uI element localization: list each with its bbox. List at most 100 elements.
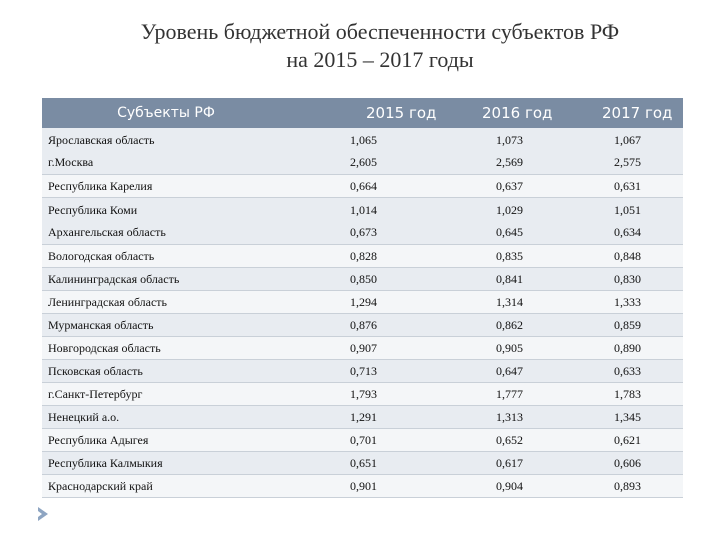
value-2017-cell: 0,859 <box>576 314 683 337</box>
value-2016-cell: 0,904 <box>448 475 576 498</box>
value-2017-cell: 0,606 <box>576 452 683 475</box>
budget-value: 0,664 <box>350 179 377 193</box>
region-name: Ненецкий а.о. <box>48 410 120 424</box>
region-name-cell: Калининградская область <box>42 268 330 291</box>
value-2017-cell: 0,621 <box>576 429 683 452</box>
header-2017: 2017 год <box>576 98 683 128</box>
value-2016-cell: 1,313 <box>448 406 576 429</box>
region-name: Республика Карелия <box>48 179 153 193</box>
slide-title: Уровень бюджетной обеспеченности субъект… <box>60 18 700 74</box>
budget-value: 1,291 <box>350 410 377 424</box>
budget-value: 0,647 <box>496 364 523 378</box>
table-row: Ненецкий а.о. 1,291 1,313 1,345 <box>42 405 683 429</box>
value-2016-cell: 1,073 2,569 <box>448 128 576 175</box>
region-name: Мурманская область <box>48 318 154 332</box>
region-name: Калининградская область <box>48 272 180 286</box>
budget-value: 1,333 <box>614 295 641 309</box>
region-name-cell: Краснодарский край <box>42 475 330 498</box>
value-2015-cell: 1,793 <box>330 383 448 406</box>
value-2016-cell: 0,637 <box>448 175 576 198</box>
value-2016-cell: 0,652 <box>448 429 576 452</box>
table-row: Вологодская область 0,828 0,835 0,848 <box>42 244 683 268</box>
value-2016-cell: 0,905 <box>448 337 576 360</box>
budget-value: 0,673 <box>350 225 377 239</box>
budget-value: 1,065 <box>350 133 377 147</box>
region-name-cell: Вологодская область <box>42 245 330 268</box>
region-name-cell: Ярославская область г.Москва <box>42 128 330 175</box>
table-row: Республика Коми Архангельская область 1,01… <box>42 197 683 245</box>
value-2016-cell: 0,617 <box>448 452 576 475</box>
budget-value: 0,631 <box>614 179 641 193</box>
table-row: Мурманская область 0,876 0,862 0,859 <box>42 313 683 337</box>
budget-value: 0,876 <box>350 318 377 332</box>
budget-value: 0,862 <box>496 318 523 332</box>
region-name-cell: г.Санкт-Петербург <box>42 383 330 406</box>
value-2017-cell: 0,893 <box>576 475 683 498</box>
table-row: Республика Адыгея 0,701 0,652 0,621 <box>42 428 683 452</box>
value-2015-cell: 0,713 <box>330 360 448 383</box>
region-name-cell: Республика Коми Архангельская область <box>42 198 330 245</box>
region-name: Псковская область <box>48 364 143 378</box>
value-2015-cell: 0,850 <box>330 268 448 291</box>
value-2017-cell: 1,345 <box>576 406 683 429</box>
value-2015-cell: 0,828 <box>330 245 448 268</box>
region-name: Краснодарский край <box>48 479 153 493</box>
table-row: Ленинградская область 1,294 1,314 1,333 <box>42 290 683 314</box>
value-2015-cell: 1,065 2,605 <box>330 128 448 175</box>
value-2017-cell: 1,783 <box>576 383 683 406</box>
header-2015: 2015 год <box>330 98 448 128</box>
value-2015-cell: 1,294 <box>330 291 448 314</box>
budget-value: 0,901 <box>350 479 377 493</box>
budget-table: Субъекты РФ 2015 год 2016 год 2017 год Я… <box>42 98 683 498</box>
region-name: Вологодская область <box>48 249 155 263</box>
value-2015-cell: 1,291 <box>330 406 448 429</box>
budget-value: 0,651 <box>350 456 377 470</box>
budget-value: 1,073 <box>496 133 523 147</box>
budget-value: 0,633 <box>614 364 641 378</box>
region-name-cell: Ненецкий а.о. <box>42 406 330 429</box>
budget-value: 1,793 <box>350 387 377 401</box>
budget-value: 0,830 <box>614 272 641 286</box>
value-2016-cell: 0,862 <box>448 314 576 337</box>
value-2015-cell: 1,014 0,673 <box>330 198 448 245</box>
budget-value: 0,828 <box>350 249 377 263</box>
value-2017-cell: 0,890 <box>576 337 683 360</box>
title-line-2: на 2015 – 2017 годы <box>286 47 474 72</box>
table-row: Республика Калмыкия 0,651 0,617 0,606 <box>42 451 683 475</box>
title-line-1: Уровень бюджетной обеспеченности субъект… <box>140 19 620 44</box>
region-name: Архангельская область <box>48 225 166 239</box>
value-2017-cell: 0,830 <box>576 268 683 291</box>
budget-value: 0,606 <box>614 456 641 470</box>
budget-value: 1,783 <box>614 387 641 401</box>
table-body: Ярославская область г.Москва 1,065 2,605 1,0… <box>42 128 683 498</box>
region-name: Республика Коми <box>48 203 138 217</box>
value-2017-cell: 1,333 <box>576 291 683 314</box>
bullet-arrow-icon <box>36 506 50 527</box>
budget-value: 0,893 <box>614 479 641 493</box>
region-name: г.Москва <box>48 155 94 169</box>
header-2016: 2016 год <box>448 98 576 128</box>
budget-value: 1,777 <box>496 387 523 401</box>
region-name: Новгородская область <box>48 341 161 355</box>
value-2015-cell: 0,876 <box>330 314 448 337</box>
budget-value: 0,652 <box>496 433 523 447</box>
budget-value: 0,621 <box>614 433 641 447</box>
value-2017-cell: 0,633 <box>576 360 683 383</box>
value-2016-cell: 0,835 <box>448 245 576 268</box>
value-2015-cell: 0,701 <box>330 429 448 452</box>
region-name-cell: Псковская область <box>42 360 330 383</box>
budget-value: 0,637 <box>496 179 523 193</box>
budget-value: 2,605 <box>350 155 377 169</box>
budget-value: 1,314 <box>496 295 523 309</box>
budget-value: 1,051 <box>614 203 641 217</box>
budget-value: 0,848 <box>614 249 641 263</box>
budget-value: 0,835 <box>496 249 523 263</box>
value-2017-cell: 0,848 <box>576 245 683 268</box>
table-row: Новгородская область 0,907 0,905 0,890 <box>42 336 683 360</box>
value-2016-cell: 0,647 <box>448 360 576 383</box>
value-2015-cell: 0,651 <box>330 452 448 475</box>
table-row: Псковская область 0,713 0,647 0,633 <box>42 359 683 383</box>
budget-value: 1,029 <box>496 203 523 217</box>
budget-value: 0,850 <box>350 272 377 286</box>
value-2017-cell: 0,631 <box>576 175 683 198</box>
